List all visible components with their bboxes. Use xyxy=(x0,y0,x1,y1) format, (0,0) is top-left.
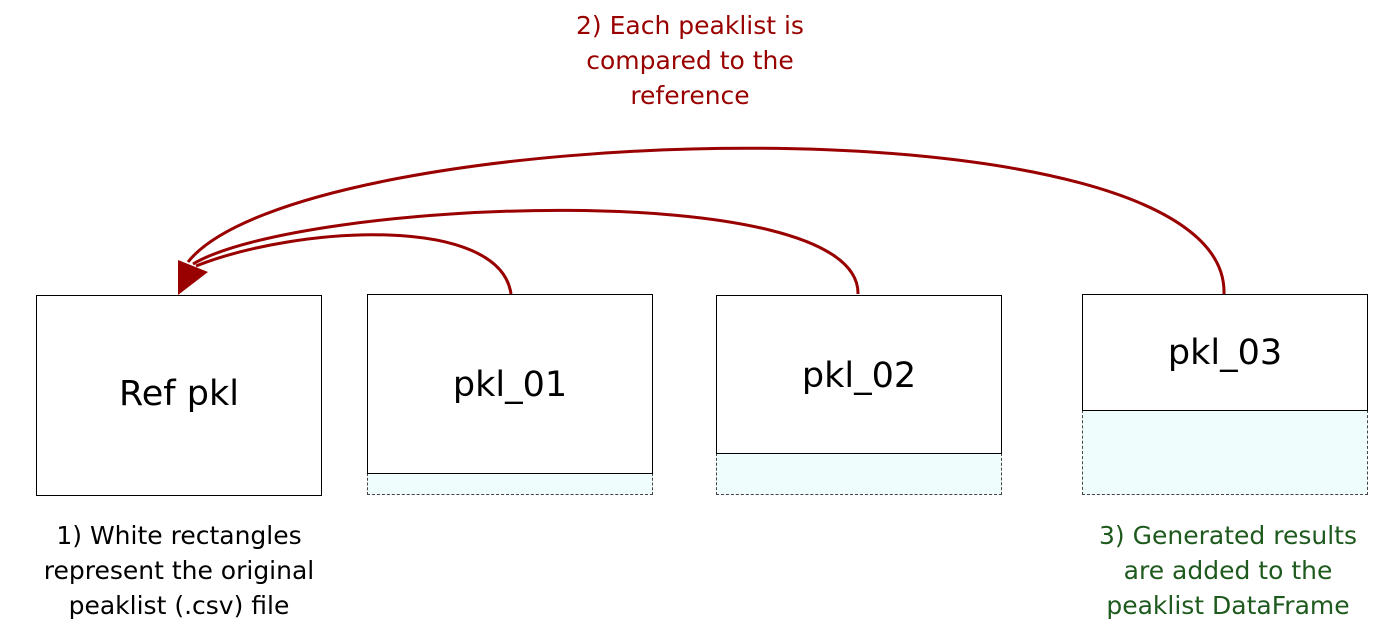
white-note-line-1: 1) White rectangles xyxy=(56,521,302,550)
pkl-03-box: pkl_03 xyxy=(1082,294,1368,411)
compare-note: 2) Each peaklist is compared to the refe… xyxy=(530,8,850,113)
arrowhead xyxy=(178,260,208,295)
results-note-line-1: 3) Generated results xyxy=(1099,521,1357,550)
pkl-02-box: pkl_02 xyxy=(716,295,1002,454)
results-note-line-2: are added to the xyxy=(1123,556,1333,585)
white-rectangles-note: 1) White rectangles represent the origin… xyxy=(24,518,334,623)
arrow-pkl-02-to-ref xyxy=(192,208,860,295)
white-note-line-2: represent the original xyxy=(43,556,315,585)
results-note-line-3: peaklist DataFrame xyxy=(1106,591,1350,620)
compare-note-line-3: reference xyxy=(630,81,750,110)
compare-note-line-2: compared to the xyxy=(586,46,794,75)
results-note: 3) Generated results are added to the pe… xyxy=(1078,518,1378,623)
ref-pkl-label: Ref pkl xyxy=(119,374,239,414)
white-note-line-3: peaklist (.csv) file xyxy=(68,591,290,620)
arrow-pkl-03-to-ref xyxy=(186,146,1226,295)
pkl-02-results-extension xyxy=(716,453,1002,495)
pkl-03-label: pkl_03 xyxy=(1167,333,1283,373)
pkl-03-results-extension xyxy=(1082,410,1368,495)
pkl-01-box: pkl_01 xyxy=(367,294,653,474)
arrow-pkl-01-to-ref xyxy=(195,233,513,295)
pkl-01-label: pkl_01 xyxy=(452,365,568,405)
ref-pkl-box: Ref pkl xyxy=(36,295,322,496)
pkl-02-label: pkl_02 xyxy=(801,356,917,396)
compare-note-line-1: 2) Each peaklist is xyxy=(576,11,804,40)
